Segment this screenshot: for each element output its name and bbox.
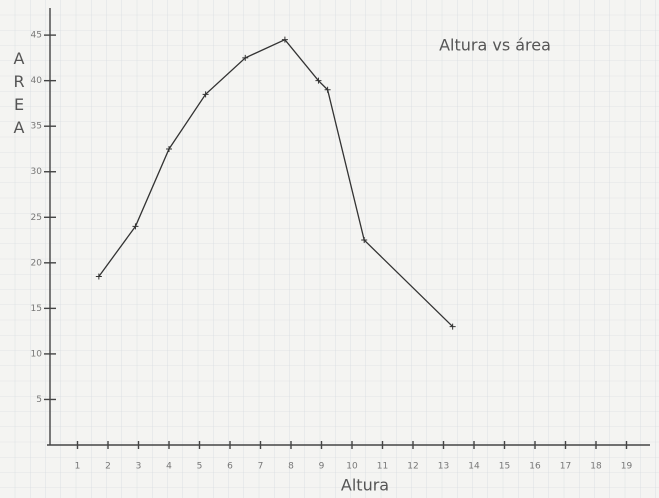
y-tick-label: 15 <box>31 304 42 314</box>
data-point <box>166 145 172 152</box>
x-tick-label: 2 <box>105 462 111 472</box>
data-point <box>324 86 331 93</box>
x-tick-label: 11 <box>377 462 388 472</box>
x-tick-label: 9 <box>319 462 325 472</box>
x-tick-label: 15 <box>499 462 510 472</box>
data-line <box>98 38 454 328</box>
data-point <box>315 77 322 84</box>
x-tick-label: 17 <box>560 462 571 472</box>
x-tick-label: 13 <box>438 462 449 472</box>
data-point <box>132 223 139 230</box>
x-axis-label: Altura <box>341 476 389 495</box>
y-tick-label: 45 <box>31 31 42 41</box>
data-point <box>361 237 368 244</box>
y-tick-label: 30 <box>31 167 43 177</box>
x-tick-label: 19 <box>621 462 633 472</box>
x-tick-label: 12 <box>407 462 418 472</box>
x-tick-label: 18 <box>590 462 602 472</box>
y-axis-label: AREA <box>10 49 29 141</box>
y-tick-label: 20 <box>31 258 43 268</box>
x-tick-label: 7 <box>258 462 264 472</box>
x-tick-label: 5 <box>197 462 203 472</box>
data-point <box>242 54 249 61</box>
data-point <box>202 91 209 98</box>
x-tick-label: 10 <box>346 462 358 472</box>
x-tick-label: 3 <box>136 462 142 472</box>
x-tick-label: 6 <box>227 462 233 472</box>
x-tick-label: 16 <box>529 462 541 472</box>
y-tick-label: 5 <box>36 395 42 405</box>
y-tick-label: 10 <box>31 349 43 359</box>
y-tick-label: 35 <box>31 122 42 132</box>
x-tick-label: 4 <box>166 462 172 472</box>
chart-title: Altura vs área <box>439 36 551 55</box>
x-tick-label: 8 <box>288 462 294 472</box>
x-tick-label: 14 <box>468 462 480 472</box>
y-tick-label: 40 <box>31 76 43 86</box>
x-tick-label: 1 <box>75 462 81 472</box>
y-tick-label: 25 <box>31 213 42 223</box>
data-point <box>281 36 288 43</box>
data-point <box>95 273 102 280</box>
data-point <box>449 323 456 330</box>
